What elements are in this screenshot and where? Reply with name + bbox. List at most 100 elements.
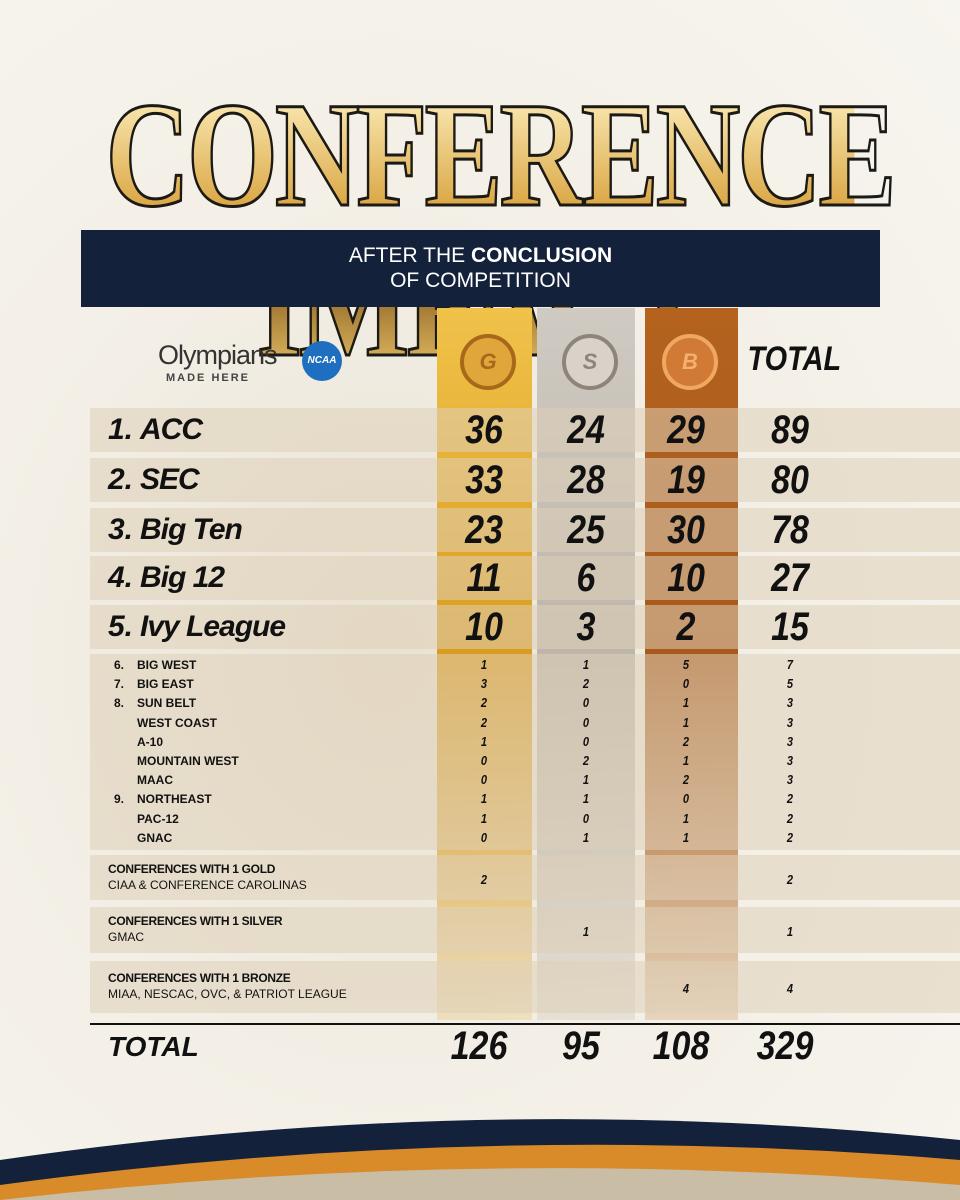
subtitle-bold: CONCLUSION [470,244,613,267]
row-band [90,907,960,953]
rank: 1. [108,413,134,446]
total-count: 3 [786,753,794,768]
bronze-count: 30 [667,508,705,552]
bronze-count: 1 [682,829,690,845]
gold-count: 0 [480,829,488,845]
bronze-medal: B [662,334,718,390]
conference-name: Ivy League [140,610,286,643]
silver-count: 1 [582,924,590,939]
conference-name: WEST COAST [137,715,217,730]
rank: 8. [114,696,125,711]
group-members: CIAA & CONFERENCE CAROLINAS [108,877,307,892]
conference-name: BIG EAST [137,677,194,692]
total-count: 2 [786,810,794,826]
gold-count: 2 [480,871,488,887]
total-count: 7 [786,657,794,672]
silver-count: 2 [582,676,590,692]
total-count: 89 [771,408,809,452]
total-rule [90,1023,960,1025]
gold-count: 1 [480,657,488,672]
row-band [90,508,960,552]
bronze-count: 29 [667,408,705,452]
logo-tagline: MADE HERE [166,372,251,384]
conference-name: GNAC [137,830,173,845]
bronze-count: 2 [682,772,690,788]
bronze-count: 4 [682,981,690,996]
row-band [90,408,960,452]
silver-count: 1 [582,829,590,845]
total-count: 2 [786,829,794,845]
silver-count: 0 [582,714,590,730]
bronze-count: 0 [682,791,690,807]
silver-count: 6 [576,556,596,600]
group-heading: CONFERENCES WITH 1 SILVER [108,914,283,928]
conference-name: MAAC [137,773,173,788]
bronze-count: 1 [682,753,690,768]
bronze-count: 1 [682,695,690,711]
row-band [90,654,960,850]
row-band [90,458,960,502]
rank: 9. [114,792,125,807]
silver-count: 2 [582,753,590,768]
gold-count: 2 [480,695,488,711]
silver-count: 24 [567,408,605,452]
conference-name: MOUNTAIN WEST [137,754,239,768]
silver-count: 1 [582,772,590,788]
gold-count: 0 [480,772,488,788]
total-count: 4 [786,981,794,996]
bronze-count: 5 [682,657,690,672]
group-heading: CONFERENCES WITH 1 GOLD [108,861,276,876]
silver-count: 3 [576,605,596,649]
conference-name: SUN BELT [137,696,197,711]
logo-text: Olympians [158,340,278,370]
subtitle: OF COMPETITION [390,269,571,292]
rank: 2. [108,463,134,496]
total-count: 3 [786,772,794,788]
rank: 7. [114,677,125,692]
silver-count: 25 [567,508,605,552]
conference-name: A-10 [137,734,164,749]
rank: 5. [108,610,134,643]
rank: 6. [114,658,125,672]
bronze-count: 1 [682,810,690,826]
gold-count: 126 [450,1024,508,1068]
gold-count: 3 [480,676,488,692]
row-band [90,855,960,900]
conference-name: BIG WEST [137,658,197,672]
conference-name: Big 12 [140,561,225,594]
gold-count: 36 [465,408,503,452]
silver-count: 28 [567,458,605,502]
bronze-count: 1 [682,714,690,730]
conference-name: Big Ten [140,513,243,546]
bronze-count: 2 [682,733,690,749]
silver-count: 95 [562,1024,600,1068]
total-count: 27 [771,556,809,600]
gold-count: 0 [480,753,488,768]
total-count: 2 [786,871,794,887]
total-count: 3 [786,714,794,730]
bronze-count: 108 [652,1024,710,1068]
row-band [90,961,960,1013]
total-header: TOTAL [747,340,842,378]
subtitle: AFTER THE [348,244,466,267]
conference-name: SEC [140,463,200,496]
total-count: 2 [786,791,794,807]
silver-count: 0 [582,695,590,711]
row-band [90,605,960,649]
banner: AFTER THE CONCLUSION OF COMPETITION [81,230,880,307]
total-count: 5 [786,676,794,692]
total-count: 329 [756,1024,814,1068]
conference-name: PAC-12 [137,811,179,826]
total-count: 1 [786,924,794,939]
group-members: MIAA, NESCAC, OVC, & PATRIOT LEAGUE [108,987,347,1001]
silver-medal: S [562,334,618,390]
silver-count: 0 [582,810,590,826]
bronze-count: 10 [667,556,705,600]
gold-count: 23 [465,508,503,552]
total-count: 15 [771,605,809,649]
conference-name: NORTHEAST [137,792,212,807]
group-members: GMAC [108,930,144,944]
conference-name: ACC [140,413,203,446]
group-heading: CONFERENCES WITH 1 BRONZE [108,971,291,985]
decoration [0,1119,960,1200]
